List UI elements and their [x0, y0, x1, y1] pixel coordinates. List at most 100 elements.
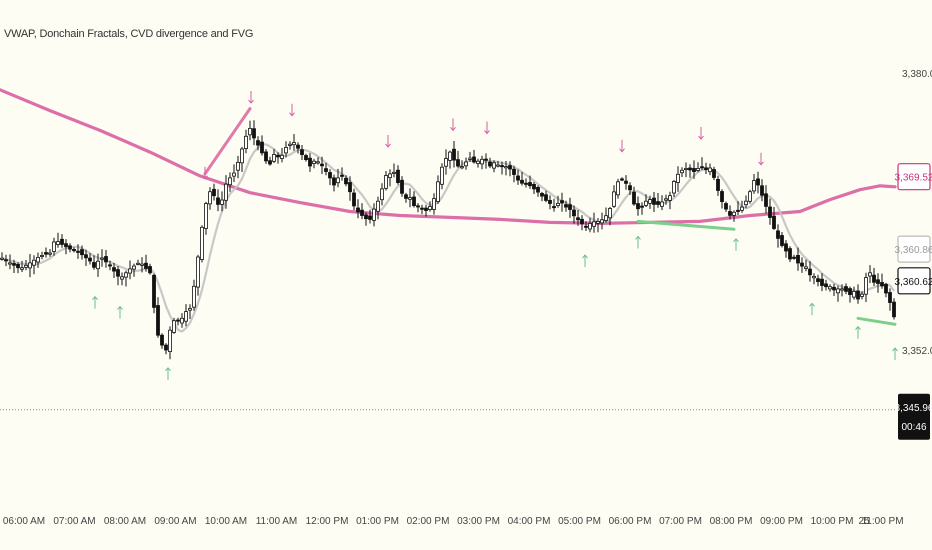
candle — [672, 179, 676, 197]
candle — [656, 193, 660, 208]
candle-body — [188, 308, 192, 311]
candle-body — [568, 204, 572, 210]
candle — [364, 212, 368, 226]
candle — [212, 183, 216, 201]
candle-body — [512, 168, 516, 175]
candle — [4, 254, 8, 267]
candle-body — [156, 305, 160, 336]
candle — [12, 259, 16, 273]
candle — [588, 217, 592, 233]
candle — [892, 298, 896, 320]
candle-body — [464, 161, 468, 167]
candle — [596, 218, 600, 233]
candle — [756, 171, 760, 194]
candle — [732, 210, 736, 222]
candle — [644, 194, 648, 207]
candle — [100, 249, 104, 267]
candle-body — [256, 140, 260, 146]
fractal-high-arrow — [619, 139, 625, 153]
candle — [256, 136, 260, 151]
candle — [388, 169, 392, 187]
candle-body — [736, 209, 740, 212]
candle-body — [832, 286, 836, 291]
candle-body — [500, 165, 504, 168]
candle — [132, 263, 136, 277]
candle — [848, 286, 852, 303]
candle — [244, 129, 248, 154]
candle — [880, 273, 884, 289]
candle-body — [524, 182, 528, 185]
candle-body — [412, 196, 416, 207]
candle — [684, 162, 688, 178]
candle — [104, 250, 108, 268]
candle — [284, 141, 288, 158]
candle-body — [376, 200, 380, 212]
candle-body — [508, 165, 512, 170]
candle — [748, 189, 752, 204]
candle — [652, 192, 656, 212]
candle — [448, 150, 452, 169]
fractal-high-arrow — [289, 103, 295, 117]
candle — [696, 162, 700, 173]
candle-body — [844, 286, 848, 292]
candle — [772, 207, 776, 230]
candle-body — [840, 288, 844, 291]
candle-body — [108, 264, 112, 267]
candle-body — [252, 128, 256, 139]
candle — [632, 186, 636, 206]
candle-body — [4, 259, 8, 262]
candle-body — [432, 198, 436, 210]
candle — [8, 254, 12, 270]
candle-body — [268, 160, 272, 165]
candle — [252, 120, 256, 146]
price-axis[interactable]: 3,380.00 3,352.00 — [902, 69, 932, 357]
candle-body — [824, 283, 828, 288]
candle — [568, 197, 572, 218]
candle-body — [20, 267, 24, 270]
candle-body — [700, 166, 704, 169]
candle-body — [748, 191, 752, 202]
candle-body — [520, 179, 524, 184]
candle — [820, 273, 824, 292]
fractal-low-arrow — [809, 302, 815, 316]
candle-body — [768, 206, 772, 218]
candle-body — [596, 220, 600, 224]
candle — [852, 286, 856, 300]
candle-body — [640, 205, 644, 208]
candle — [384, 171, 388, 191]
candle-body — [784, 243, 788, 252]
candle-body — [476, 160, 480, 164]
time-tick-label: 11:00 PM — [861, 516, 903, 527]
candle-body — [92, 262, 96, 268]
candle — [660, 195, 664, 211]
candle-body — [140, 263, 144, 266]
candle-body — [408, 197, 412, 200]
time-axis[interactable]: 06:00 AM 07:00 AM 08:00 AM 09:00 AM 10:00 AM… — [3, 516, 904, 527]
candle-body — [780, 235, 784, 246]
candle — [140, 257, 144, 273]
candle — [176, 317, 180, 326]
candle — [64, 239, 68, 255]
candle-body — [72, 248, 76, 252]
time-tick-label: 11:00 AM — [256, 516, 298, 527]
candle — [376, 196, 380, 220]
candle-body — [244, 135, 248, 150]
candle — [612, 185, 616, 208]
candle — [80, 245, 84, 260]
candle — [556, 195, 560, 208]
candle — [336, 168, 340, 188]
arrow-head — [635, 235, 641, 240]
candle — [864, 272, 868, 302]
candle — [508, 161, 512, 177]
candle — [688, 164, 692, 178]
candle — [560, 192, 564, 212]
candle-body — [328, 172, 332, 179]
fractal-low-arrow — [582, 254, 588, 268]
candle-body — [624, 180, 628, 184]
candle-body — [504, 166, 508, 169]
time-tick-label: 07:00 AM — [53, 516, 95, 527]
candle-body — [804, 266, 808, 269]
candle-body — [120, 276, 124, 280]
